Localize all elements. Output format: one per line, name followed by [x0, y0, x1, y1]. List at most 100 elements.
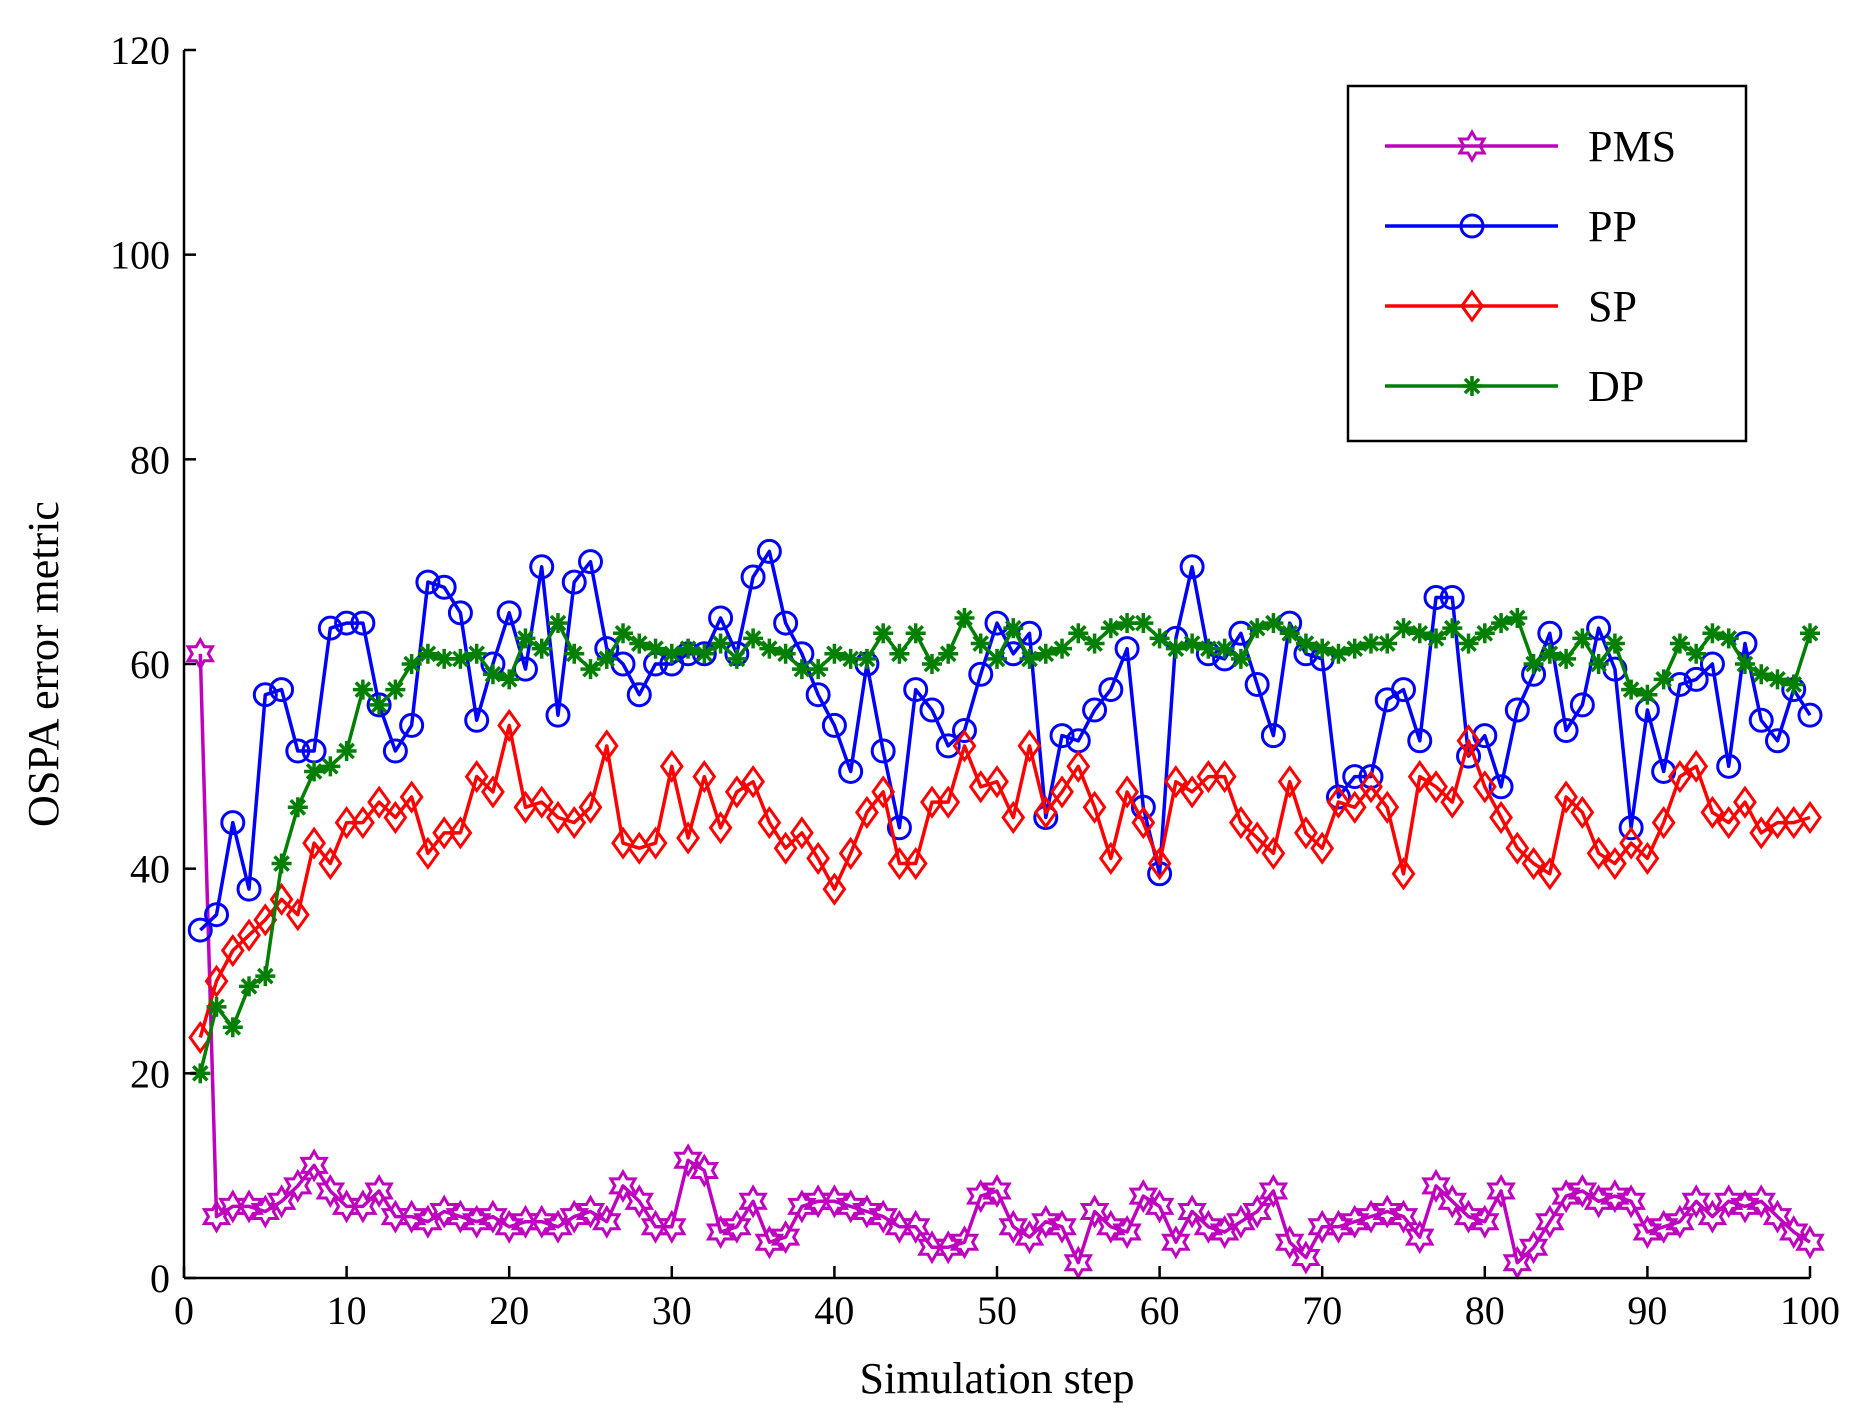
- data-point-pms: [1372, 1194, 1403, 1229]
- data-point-pp: [968, 661, 994, 687]
- data-point-pp: [1683, 666, 1709, 692]
- data-point-pp: [1130, 794, 1156, 820]
- data-point-pms: [657, 1209, 687, 1244]
- data-point-pp: [464, 707, 490, 733]
- data-point-dp: [580, 659, 601, 680]
- data-point-dp: [1604, 633, 1625, 654]
- data-point-pms: [1404, 1220, 1435, 1255]
- data-point-dp: [840, 648, 861, 669]
- data-point-dp: [710, 633, 731, 654]
- data-point-dp: [645, 638, 666, 659]
- data-point-dp: [336, 740, 357, 761]
- data-point-sp: [1651, 806, 1676, 840]
- data-point-sp: [757, 806, 782, 840]
- series-layer: [185, 538, 1825, 1280]
- data-point-dp: [1572, 628, 1593, 649]
- data-point-pms: [364, 1174, 394, 1208]
- data-point-dp: [1507, 607, 1528, 628]
- data-point-dp: [1800, 623, 1820, 644]
- data-point-pp: [870, 738, 896, 764]
- data-point-dp: [320, 756, 341, 777]
- data-point-pp: [1748, 707, 1774, 733]
- data-point-pp: [366, 692, 392, 718]
- data-point-sp: [562, 806, 587, 840]
- y-tick-label: 120: [110, 28, 170, 73]
- data-point-pp: [935, 733, 961, 759]
- data-point-pms: [543, 1209, 573, 1244]
- data-point-pms: [1795, 1225, 1825, 1260]
- data-point-pms: [1665, 1204, 1695, 1239]
- data-point-dp: [1734, 654, 1755, 674]
- data-point-sp: [1489, 800, 1513, 835]
- data-point-pp: [545, 702, 571, 728]
- data-point-pp: [561, 569, 587, 595]
- data-point-dp: [1491, 613, 1512, 634]
- data-point-dp: [1149, 628, 1170, 649]
- y-tick-label: 40: [130, 847, 170, 892]
- data-point-dp: [1621, 679, 1642, 700]
- data-point-pp: [415, 569, 441, 595]
- data-point-sp: [887, 846, 912, 881]
- legend-item-pms: PMS: [1385, 122, 1676, 171]
- axes: 0 10 20 30 40 50 60 70 80 90 100 0 20 40 60 80 100 120: [110, 28, 1840, 1333]
- data-point-sp: [1391, 857, 1416, 891]
- data-point-sp: [1440, 785, 1465, 819]
- data-point-dp: [775, 643, 796, 664]
- data-point-sp: [1359, 770, 1383, 804]
- data-point-pms: [1193, 1209, 1224, 1244]
- data-point-pms: [1031, 1204, 1061, 1239]
- data-point-pp: [1391, 677, 1416, 703]
- data-point-dp: [1100, 618, 1121, 639]
- data-point-sp: [497, 708, 522, 742]
- data-point-pms: [478, 1199, 508, 1234]
- data-point-sp: [1733, 785, 1757, 819]
- data-point-pp: [317, 615, 343, 641]
- data-point-sp: [1619, 826, 1644, 860]
- data-point-pp: [382, 738, 408, 764]
- data-point-pms: [1275, 1225, 1305, 1260]
- data-point-pp: [187, 917, 213, 943]
- data-point-sp: [1017, 729, 1042, 763]
- data-point-sp: [659, 749, 684, 783]
- data-point-pp: [756, 538, 782, 564]
- x-tick-label: 30: [652, 1288, 692, 1333]
- data-point-sp: [1082, 790, 1107, 824]
- data-point-sp: [432, 816, 457, 850]
- data-point-sp: [1472, 770, 1497, 804]
- data-point-dp: [1686, 643, 1707, 664]
- data-point-pms: [1144, 1189, 1175, 1224]
- data-point-sp: [1033, 795, 1058, 829]
- data-point-pp: [805, 682, 831, 708]
- data-point-pp: [886, 815, 912, 841]
- data-point-sp: [1716, 806, 1741, 840]
- data-point-sp: [285, 898, 310, 932]
- data-point-pms: [1096, 1209, 1126, 1244]
- series-dp: [190, 607, 1820, 1084]
- data-point-sp: [1261, 836, 1286, 870]
- data-point-dp: [921, 654, 942, 674]
- data-point-dp: [987, 648, 1007, 669]
- data-point-dp: [466, 643, 487, 664]
- data-point-dp: [1133, 613, 1154, 634]
- data-point-pms: [234, 1189, 264, 1224]
- data-point-sp: [806, 841, 831, 876]
- data-point-sp: [237, 918, 261, 952]
- data-point-pp: [285, 738, 311, 764]
- data-point-dp: [824, 643, 845, 664]
- data-point-dp: [1312, 638, 1333, 659]
- data-point-pp: [1423, 584, 1449, 610]
- data-point-pms: [315, 1174, 346, 1208]
- data-point-dp: [352, 679, 373, 700]
- data-point-pms: [1453, 1199, 1484, 1234]
- data-point-pp: [708, 605, 734, 631]
- data-point-sp: [1326, 785, 1351, 819]
- data-point-dp: [1263, 613, 1284, 634]
- series-pms: [185, 636, 1825, 1280]
- data-point-pp: [1797, 702, 1823, 728]
- data-point-pp: [350, 610, 376, 636]
- plot-area: [185, 538, 1825, 1280]
- data-point-pp: [838, 758, 864, 784]
- legend-marker-pms: [1457, 128, 1487, 164]
- data-point-pms: [494, 1209, 524, 1244]
